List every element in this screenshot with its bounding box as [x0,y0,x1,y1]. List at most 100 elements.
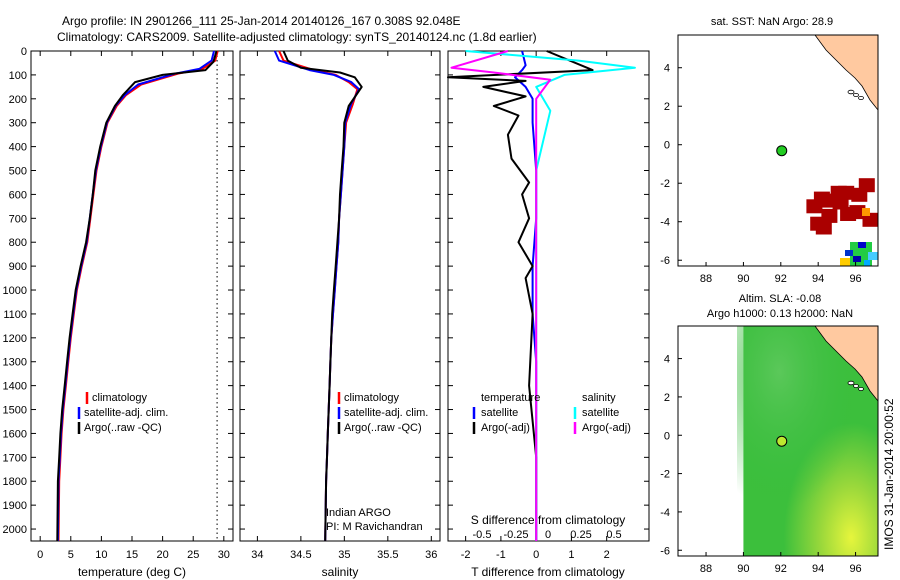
annotation-indian-argo: Indian ARGO [326,507,391,519]
lon-tick-label: 90 [737,563,749,575]
t-diff-xlabel: T difference from climatology [471,565,625,579]
x-tick-label: 5 [68,549,74,561]
legend-climatology-label: climatology [92,392,148,404]
lat-tick-label: 4 [664,63,670,75]
series-line-satellite-adj-clim- [56,50,215,542]
salinity-axes-box [239,50,441,542]
salinity-xlabel: salinity [322,565,359,579]
difference-legend: temperature satellite Argo(-adj) salinit… [472,392,631,434]
depth-tick-label: 700 [9,213,27,225]
depth-tick-label: 1700 [3,452,27,464]
difference-panel: -2 -1 0 1 2 S difference from climatology -0… [447,50,650,579]
lon-tick-label: 92 [775,273,787,285]
x-tick-label: 35 [338,549,350,561]
s-tick-label: 0.5 [606,529,621,541]
legend-t-satellite-label: satellite [481,407,518,419]
legend-argo-label: Argo(..raw -QC) [84,422,162,434]
x-tick-label: 36 [425,549,437,561]
salinity-panel: 34 34.5 35 35.5 36 salinity climatology sate… [239,50,441,579]
difference-axes-box [447,50,650,542]
sst-cell [840,258,850,266]
legend-argo-label: Argo(..raw -QC) [344,422,422,434]
x-tick-label: 2 [604,549,610,561]
x-tick-label: 20 [156,549,168,561]
lon-tick-label: 88 [700,563,712,575]
depth-tick-label: 100 [9,70,27,82]
warm-sst-cell [815,220,832,235]
depth-tick-label: 200 [9,94,27,106]
island-group [847,89,864,101]
legend-s-satellite-label: satellite [582,407,619,419]
lon-tick-label: 94 [812,563,824,575]
s-tick-label: 0.25 [570,529,591,541]
depth-tick-label: 1800 [3,476,27,488]
lat-tick-label: 2 [664,101,670,113]
lat-tick-label: 4 [664,354,670,366]
legend-temperature-heading: temperature [481,392,540,404]
sla-map-title-1: Altim. SLA: -0.08 [739,293,822,305]
imos-timestamp: IMOS 31-Jan-2014 20:00:52 [882,398,896,550]
x-tick-label: 10 [95,549,107,561]
legend-t-argo-label: Argo(-adj) [481,422,530,434]
sst-map: sat. SST: NaN Argo: 28.9 88 90 92 94 96 -6 -4 -… [660,16,879,285]
lon-tick-label: 90 [737,273,749,285]
float-position-marker [776,145,788,157]
salinity-legend: climatology satellite-adj. clim. Argo(..… [337,392,428,434]
x-tick-label: 1 [568,549,574,561]
temperature-xlabel: temperature (deg C) [78,565,186,579]
sst-cell [862,208,870,216]
depth-tick-label: 1500 [3,405,27,417]
sla-map: Altim. SLA: -0.08 Argo h1000: 0.13 h2000… [660,293,879,575]
legend-s-argo-label: Argo(-adj) [582,422,631,434]
x-tick-label: 30 [218,549,230,561]
x-tick-label: 0 [37,549,43,561]
depth-tick-label: 900 [9,261,27,273]
warm-sst-cell [862,212,879,227]
series-line-argo-raw-qc- [282,50,363,542]
depth-tick-label: 1900 [3,500,27,512]
sst-map-axes-box [677,34,879,267]
temperature-legend: climatology satellite-adj. clim. Argo(..… [77,392,168,434]
legend-satellite-label: satellite-adj. clim. [84,407,168,419]
depth-tick-label: 600 [9,189,27,201]
depth-tick-label: 1400 [3,381,27,393]
s-tick-label: -0.5 [473,529,492,541]
lon-tick-label: 96 [849,273,861,285]
header-line-2: Climatology: CARS2009. Satellite-adjuste… [57,30,537,44]
lat-tick-label: -2 [660,469,670,481]
lat-tick-label: 0 [664,140,670,152]
depth-tick-label: 1600 [3,428,27,440]
x-tick-label: 25 [187,549,199,561]
warm-sst-cells [806,178,879,235]
sst-cell [868,252,878,260]
sst-colored-cells [840,208,878,266]
depth-tick-label: 1200 [3,333,27,345]
lat-tick-label: -4 [660,507,670,519]
warm-sst-cell [838,185,855,200]
s-tick-label: -0.25 [503,529,528,541]
series-line-salinity-satellite [465,50,636,541]
series-line-salinity-argo-adj- [450,50,552,541]
x-tick-label: 35.5 [377,549,398,561]
lat-tick-label: 2 [664,392,670,404]
depth-tick-label: 800 [9,237,27,249]
float-position-marker [776,435,788,447]
header-line-1: Argo profile: IN 2901266_111 25-Jan-2014… [62,14,461,28]
x-tick-label: -1 [496,549,506,561]
lat-tick-label: -6 [660,255,670,267]
sst-cell [858,242,866,248]
depth-tick-label: 400 [9,142,27,154]
temperature-axes-box [30,50,234,542]
series-line-climatology [57,50,219,542]
temperature-panel: 0100200300400500600700800900100011001200… [3,46,649,579]
lon-tick-label: 88 [700,273,712,285]
x-tick-label: -2 [461,549,471,561]
lon-tick-label: 92 [775,563,787,575]
lon-tick-label: 96 [849,563,861,575]
sst-cell [853,256,861,262]
sst-cell [864,260,870,266]
x-tick-label: 0 [533,549,539,561]
depth-tick-label: 1300 [3,357,27,369]
s-diff-top-label: S difference from climatology [471,513,626,527]
